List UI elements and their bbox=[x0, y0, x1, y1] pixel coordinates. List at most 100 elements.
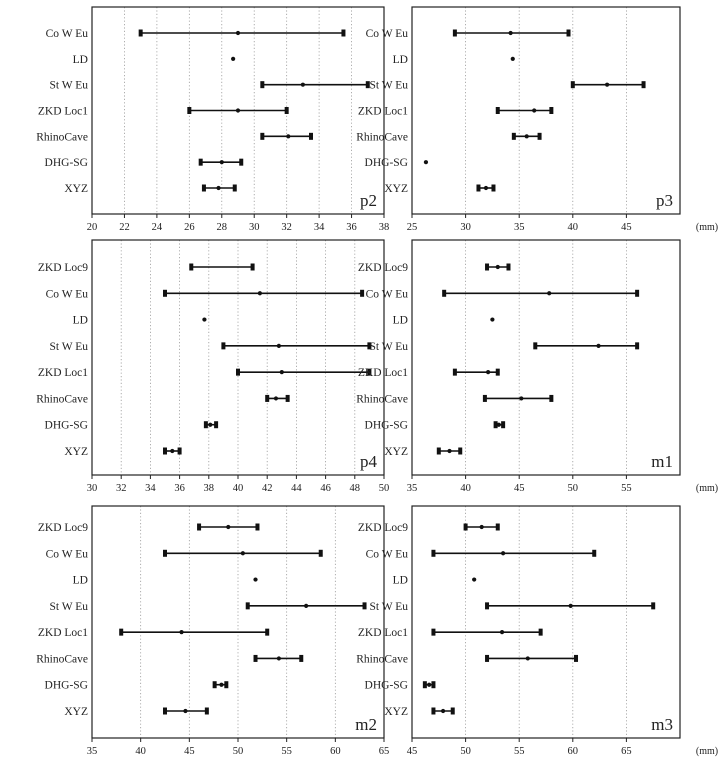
range-min-cap bbox=[485, 263, 490, 271]
range-row: St W Eu bbox=[369, 601, 656, 613]
range-min-cap bbox=[221, 342, 226, 350]
range-min-cap bbox=[236, 368, 240, 376]
x-tick-label: 45 bbox=[184, 746, 195, 757]
x-tick-label: 65 bbox=[621, 746, 632, 757]
range-row: Co W Eu bbox=[46, 288, 365, 300]
category-label: DHG-SG bbox=[45, 157, 88, 169]
x-tick-label: 38 bbox=[204, 483, 215, 494]
range-row: Co W Eu bbox=[366, 548, 597, 560]
x-tick-label: 30 bbox=[249, 222, 260, 233]
panel-m3: 45 50 55 60 65 (mm) m3 ZKD Loc9 Co W Eu LD St W Eu… bbox=[356, 505, 718, 757]
range-row: XYZ bbox=[64, 446, 182, 458]
x-tick-label: 50 bbox=[568, 483, 579, 494]
mean-point bbox=[231, 56, 236, 61]
range-max-cap bbox=[265, 628, 270, 636]
mean-point bbox=[219, 160, 224, 165]
range-max-cap bbox=[491, 184, 496, 192]
x-tick-label: 28 bbox=[217, 222, 228, 233]
category-label: RhinoCave bbox=[36, 653, 88, 665]
range-max-cap bbox=[495, 523, 500, 531]
range-row: DHG-SG bbox=[45, 157, 244, 169]
range-row: ZKD Loc1 bbox=[38, 627, 270, 639]
range-max-cap bbox=[651, 602, 656, 610]
category-label: Co W Eu bbox=[46, 288, 89, 300]
range-min-cap bbox=[431, 707, 436, 715]
mean-point bbox=[547, 291, 552, 296]
mean-point bbox=[524, 134, 529, 139]
x-tick-label: 45 bbox=[407, 746, 418, 757]
range-row: LD bbox=[393, 575, 477, 587]
panel-p2: 20 22 24 26 28 30 32 34 36 38 p2 Co W Eu LD St W Eu ZK… bbox=[36, 6, 389, 233]
x-tick-label: 35 bbox=[87, 746, 98, 757]
range-max-cap bbox=[641, 81, 646, 89]
panel-label: m1 bbox=[651, 452, 673, 471]
range-row: ZKD Loc1 bbox=[38, 106, 289, 118]
mean-point bbox=[496, 422, 501, 427]
panel-frame bbox=[91, 6, 385, 215]
x-tick-label: 44 bbox=[291, 483, 302, 494]
x-tick-label: 55 bbox=[281, 746, 292, 757]
mean-point bbox=[226, 524, 231, 530]
x-tick-label: 35 bbox=[514, 222, 525, 233]
range-min-cap bbox=[119, 628, 124, 636]
range-max-cap bbox=[250, 263, 255, 271]
mean-point bbox=[273, 396, 279, 401]
mean-point bbox=[183, 708, 188, 714]
mean-point bbox=[304, 603, 309, 608]
range-min-cap bbox=[570, 81, 575, 89]
panel-p4: 30 32 34 36 38 40 42 44 46 48 50 p4 ZKD Loc9 Co W Eu L… bbox=[36, 239, 390, 494]
range-max-cap bbox=[367, 368, 372, 376]
range-max-cap bbox=[362, 602, 367, 610]
range-max-cap bbox=[549, 394, 554, 402]
x-tick-label: 25 bbox=[407, 222, 418, 233]
range-min-cap bbox=[422, 681, 427, 689]
range-max-cap bbox=[566, 29, 571, 37]
mean-point bbox=[486, 370, 491, 375]
range-min-cap bbox=[485, 654, 490, 662]
range-row: XYZ bbox=[384, 706, 455, 718]
category-label: St W Eu bbox=[49, 601, 88, 613]
mean-point bbox=[257, 291, 262, 296]
panel-frame bbox=[411, 6, 681, 215]
category-label: ZKD Loc9 bbox=[358, 522, 408, 534]
panel-label: p2 bbox=[360, 191, 377, 210]
unit-label: (mm) bbox=[696, 483, 718, 494]
range-row: St W Eu bbox=[49, 80, 370, 92]
range-min-cap bbox=[245, 602, 250, 610]
range-row: LD bbox=[73, 315, 207, 327]
range-max-cap bbox=[538, 628, 543, 636]
x-tick-label: 35 bbox=[407, 483, 418, 494]
range-max-cap bbox=[224, 681, 229, 689]
category-label: ZKD Loc1 bbox=[358, 367, 408, 379]
mean-point bbox=[208, 422, 213, 427]
range-min-cap bbox=[533, 342, 538, 350]
mean-point bbox=[519, 396, 524, 401]
range-min-cap bbox=[163, 707, 167, 715]
range-max-cap bbox=[239, 158, 244, 166]
range-min-cap bbox=[431, 628, 436, 636]
mean-point bbox=[427, 682, 432, 687]
category-label: LD bbox=[73, 575, 88, 587]
panel-frame bbox=[91, 239, 385, 476]
mean-point bbox=[235, 30, 241, 36]
panel-m1: 35 40 45 50 55 (mm) m1 ZKD Loc9 Co W Eu LD St W Eu… bbox=[356, 239, 718, 494]
range-min-cap bbox=[187, 107, 192, 114]
category-label: St W Eu bbox=[369, 341, 408, 353]
range-row: DHG-SG bbox=[365, 420, 506, 432]
x-tick-label: 34 bbox=[145, 483, 156, 494]
category-label: XYZ bbox=[384, 446, 408, 458]
mean-point bbox=[508, 30, 513, 36]
range-row: DHG-SG bbox=[45, 680, 229, 692]
category-label: RhinoCave bbox=[356, 653, 408, 665]
category-label: RhinoCave bbox=[36, 393, 88, 405]
panel-frame bbox=[411, 505, 681, 739]
mean-point bbox=[423, 160, 429, 165]
x-tick-label: 50 bbox=[379, 483, 390, 494]
x-tick-label: 34 bbox=[314, 222, 325, 233]
range-max-cap bbox=[365, 81, 370, 89]
mean-point bbox=[495, 264, 500, 270]
x-tick-label: 45 bbox=[514, 483, 525, 494]
range-row: RhinoCave bbox=[356, 131, 542, 143]
range-max-cap bbox=[284, 107, 289, 114]
mean-point bbox=[472, 577, 477, 582]
